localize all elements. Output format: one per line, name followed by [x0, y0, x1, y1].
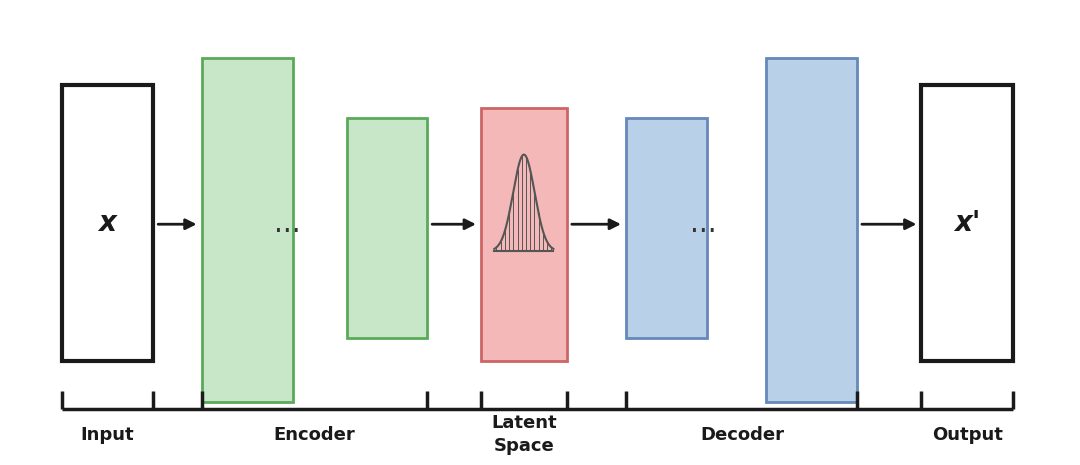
Text: ...: ...: [274, 210, 301, 238]
Text: Input: Input: [81, 425, 134, 444]
Text: x: x: [98, 209, 117, 237]
FancyBboxPatch shape: [347, 118, 428, 338]
FancyBboxPatch shape: [62, 86, 153, 361]
Text: ...: ...: [690, 210, 717, 238]
Text: Encoder: Encoder: [273, 425, 355, 444]
Text: x': x': [954, 209, 981, 237]
Text: Output: Output: [932, 425, 1002, 444]
FancyBboxPatch shape: [481, 108, 567, 361]
Text: Latent
Space: Latent Space: [491, 414, 556, 455]
FancyBboxPatch shape: [626, 118, 706, 338]
FancyBboxPatch shape: [202, 58, 293, 403]
FancyBboxPatch shape: [921, 86, 1013, 361]
Text: Decoder: Decoder: [700, 425, 784, 444]
FancyBboxPatch shape: [766, 58, 856, 403]
